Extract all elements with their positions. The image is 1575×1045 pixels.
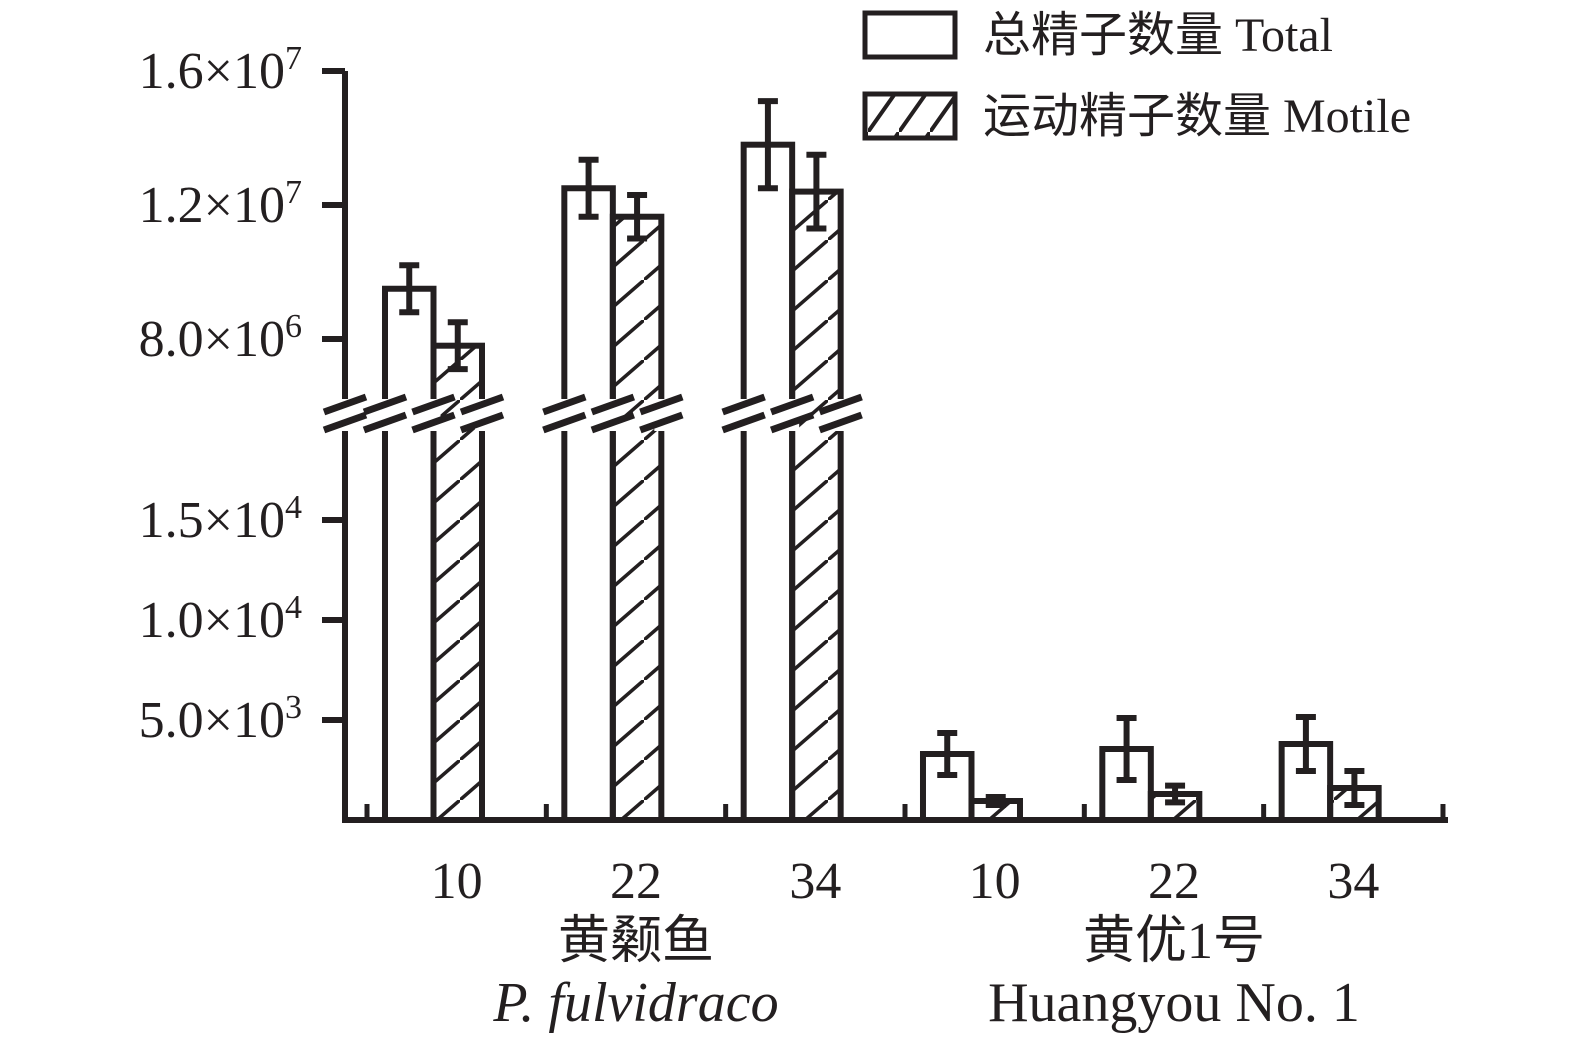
y-tick-label: 1.6×107: [139, 40, 302, 100]
error-bar-total-34-g0: [757, 98, 778, 192]
break-mark: [639, 393, 684, 434]
axis-break-layer: [322, 393, 863, 434]
bar-total-P-fulvidraco-22: [561, 185, 616, 823]
bar-total-P-fulvidraco-10: [382, 285, 437, 823]
y-tick-label: 5.0×103: [139, 689, 302, 749]
x-tick-label: 34: [789, 853, 841, 910]
legend-label-motile: 运动精子数量 Motile: [983, 90, 1411, 143]
legend-label-total: 总精子数量 Total: [983, 9, 1333, 62]
x-tick-label: 22: [610, 853, 662, 910]
break-mark: [362, 393, 408, 434]
error-bar-motile-10-g0: [447, 319, 468, 373]
y-tick-label: 8.0×106: [139, 308, 302, 368]
break-mark: [721, 393, 766, 434]
break-mark: [411, 393, 456, 434]
error-bar-motile-10-g1: [985, 794, 1006, 808]
group-label-latin-0: P. fulvidraco: [492, 972, 778, 1034]
x-tick-label: 10: [431, 853, 483, 910]
error-bar-total-22-g1: [1116, 715, 1137, 783]
x-tick-label: 34: [1327, 853, 1379, 910]
error-bar-motile-22-g1: [1165, 782, 1186, 806]
bar-motile-P-fulvidraco-22: [609, 213, 665, 824]
break-mark: [322, 393, 368, 434]
group-label-cn-0: 黄颡鱼: [558, 913, 714, 970]
y-tick-label: 1.0×104: [139, 589, 302, 649]
break-mark: [818, 393, 863, 434]
error-bar-motile-22-g0: [627, 191, 648, 242]
bar-motile-P-fulvidraco-34: [789, 188, 844, 824]
break-mark: [542, 393, 587, 434]
error-bar-total-22-g0: [578, 156, 599, 220]
x-tick-label: 22: [1148, 853, 1200, 910]
break-mark: [590, 393, 636, 434]
legend-swatch-total: [862, 10, 958, 60]
legend-swatch-motile: [862, 91, 958, 141]
y-tick-label: 1.5×104: [139, 489, 302, 549]
bar-total-P-fulvidraco-34: [740, 141, 796, 823]
error-bars-layer: [399, 98, 1365, 808]
break-mark: [769, 393, 815, 434]
x-tick-label: 10: [969, 853, 1021, 910]
error-bar-motile-34-g0: [806, 151, 827, 232]
legend-layer: 总精子数量 Total 运动精子数量 Motile: [862, 9, 1411, 143]
error-bar-total-10-g1: [937, 730, 958, 778]
axes-layer: [322, 68, 1448, 823]
labels-layer: 8.0×106 1.2×107 1.6×107 5.0×103 1.0×104 1.5×1…: [139, 40, 1380, 1034]
break-mark: [459, 393, 505, 434]
error-bar-total-34-g1: [1295, 714, 1316, 774]
group-label-latin-1: Huangyou No. 1: [988, 972, 1360, 1034]
error-bar-total-10-g0: [399, 262, 420, 316]
bars-layer: [382, 141, 1382, 824]
error-bar-motile-34-g1: [1344, 768, 1365, 808]
y-tick-label: 1.2×107: [139, 174, 302, 234]
group-label-cn-1: 黄优1号: [1083, 913, 1265, 970]
